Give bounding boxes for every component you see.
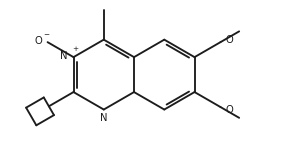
Text: O: O — [225, 105, 233, 115]
Text: +: + — [72, 46, 79, 52]
Text: N: N — [100, 113, 108, 123]
Text: O: O — [225, 35, 233, 45]
Text: N: N — [60, 51, 68, 61]
Text: O: O — [34, 36, 42, 46]
Text: −: − — [44, 32, 50, 38]
